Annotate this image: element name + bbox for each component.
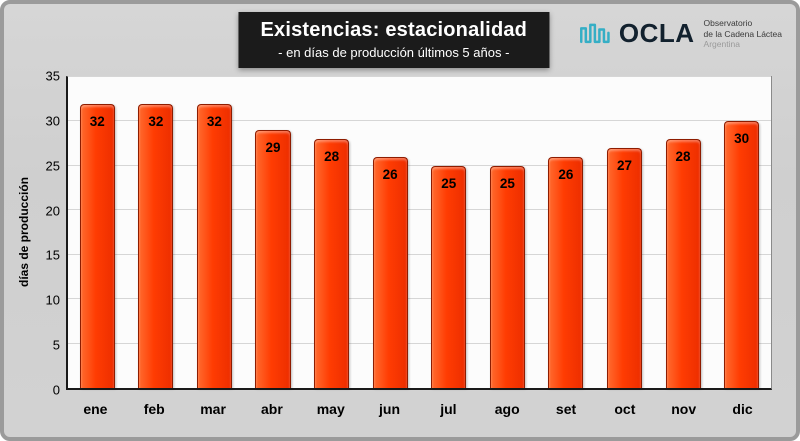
- bar-cell-jun: 26: [361, 77, 420, 388]
- y-tick-label: 20: [45, 203, 60, 219]
- x-tick-label-nov: nov: [671, 401, 697, 417]
- bar-set: 26: [548, 156, 584, 388]
- bar-cell-mar: 32: [185, 77, 244, 388]
- gridline: [68, 298, 771, 300]
- x-tick-label-set: set: [555, 401, 577, 417]
- x-tick-label-ene: ene: [83, 401, 108, 417]
- y-tick-label: 10: [45, 292, 60, 308]
- ocla-logo: OCLA Observatorio de la Cadena Láctea Ar…: [579, 18, 782, 50]
- bar-value-label: 26: [558, 166, 574, 182]
- bar-value-label: 28: [324, 149, 340, 165]
- logo-org-text: Observatorio de la Cadena Láctea Argenti…: [704, 18, 782, 50]
- y-tick-label: 15: [45, 247, 60, 263]
- x-tick-label-ago: ago: [494, 401, 520, 417]
- bar-value-label: 28: [675, 149, 691, 165]
- bar-value-label: 25: [499, 175, 515, 191]
- bar-jul: 25: [431, 165, 467, 388]
- gridline: [68, 209, 771, 211]
- bar-cell-nov: 28: [654, 77, 713, 388]
- bar-ago: 25: [489, 165, 525, 388]
- bars-row: 32 32 32 29 28 26 25 25 26 27 28 30: [68, 77, 771, 388]
- gridline: [68, 120, 771, 122]
- bar-value-label: 32: [206, 113, 222, 129]
- x-tick-label-jul: jul: [440, 401, 457, 417]
- bar-value-label: 32: [89, 113, 105, 129]
- bar-value-label: 26: [382, 166, 398, 182]
- y-axis-ticks: 0 5 10 15 20 25 30 35: [32, 69, 60, 398]
- x-axis-labels: ene feb mar abr may jun jul ago set oct nov dic: [66, 392, 772, 426]
- waveform-icon: [579, 23, 610, 44]
- x-tick-label-dic: dic: [732, 401, 753, 417]
- bar-dic: 30: [724, 121, 760, 388]
- bar-nov: 28: [665, 139, 701, 388]
- y-tick-label: 25: [45, 158, 60, 174]
- bar-value-label: 25: [441, 175, 457, 191]
- x-tick-label-feb: feb: [143, 401, 165, 417]
- bar-jun: 26: [372, 156, 408, 388]
- bar-cell-ago: 25: [478, 77, 537, 388]
- y-axis-title: días de producción: [17, 176, 31, 288]
- bar-cell-oct: 27: [595, 77, 654, 388]
- bar-cell-jul: 25: [419, 77, 478, 388]
- plot-area: 32 32 32 29 28 26 25 25 26 27 28 30: [66, 76, 772, 390]
- x-tick-label-abr: abr: [261, 401, 283, 417]
- bar-value-label: 30: [734, 131, 750, 147]
- gridline: [68, 76, 771, 77]
- y-tick-label: 0: [52, 382, 60, 398]
- logo-wordmark: OCLA: [618, 18, 695, 49]
- bar-cell-abr: 29: [244, 77, 303, 388]
- bar-abr: 29: [255, 130, 291, 388]
- gridline: [68, 253, 771, 255]
- bar-may: 28: [314, 139, 350, 388]
- gridline: [68, 342, 771, 344]
- bar-mar: 32: [196, 103, 233, 388]
- x-tick-label-mar: mar: [200, 401, 226, 417]
- x-tick-label-oct: oct: [614, 401, 636, 417]
- x-tick-label-may: may: [316, 401, 345, 417]
- bar-cell-dic: 30: [712, 77, 771, 388]
- bar-value-label: 29: [265, 140, 281, 156]
- bar-value-label: 27: [616, 158, 632, 174]
- bar-value-label: 32: [148, 113, 164, 129]
- logo-org-line1: Observatorio: [703, 18, 753, 28]
- bar-feb: 32: [138, 103, 174, 388]
- y-tick-label: 30: [45, 113, 60, 129]
- chart-title: Existencias: estacionalidad: [260, 19, 528, 41]
- bar-cell-may: 28: [302, 77, 361, 388]
- y-tick-label: 35: [45, 68, 60, 84]
- bar-cell-set: 26: [537, 77, 596, 388]
- chart-subtitle: - en días de producción últimos 5 años -: [278, 45, 510, 60]
- bar-cell-ene: 32: [68, 77, 127, 388]
- bar-ene: 32: [79, 103, 115, 388]
- bar-cell-feb: 32: [127, 77, 186, 388]
- logo-org-line2: de la Cadena Láctea: [703, 28, 782, 39]
- logo-org-country: Argentina: [703, 39, 740, 50]
- x-tick-label-jun: jun: [379, 401, 401, 417]
- chart-title-box: Existencias: estacionalidad - en días de…: [238, 12, 550, 68]
- y-tick-label: 5: [52, 337, 60, 353]
- bar-oct: 27: [606, 148, 643, 388]
- gridline: [68, 164, 771, 166]
